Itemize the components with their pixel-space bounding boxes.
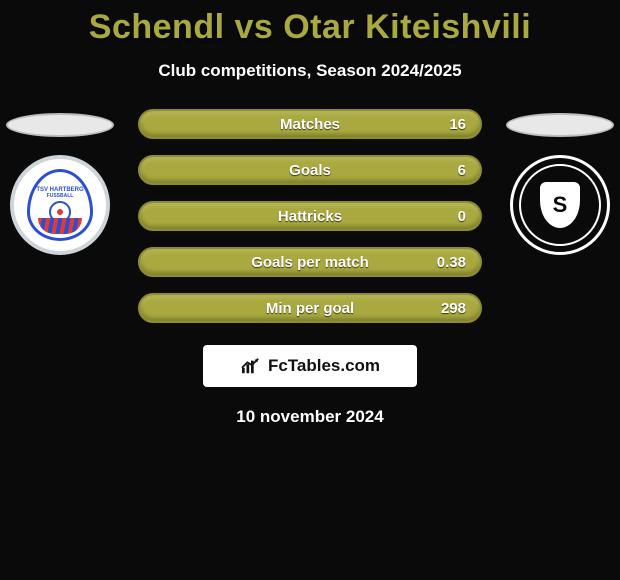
page-title: Schendl vs Otar Kiteishvili (0, 0, 620, 47)
stat-bar: Goals per match 0.38 (138, 247, 482, 277)
stat-bar: Min per goal 298 (138, 293, 482, 323)
stat-bar: Hattricks 0 (138, 201, 482, 231)
hartberg-shield-icon: TSV HARTBERG FUSSBALL (27, 169, 93, 241)
stat-bar: Matches 16 (138, 109, 482, 139)
page-subtitle: Club competitions, Season 2024/2025 (0, 61, 620, 81)
branding-box: FcTables.com (203, 345, 417, 387)
stat-value: 16 (449, 116, 466, 133)
left-player-column: TSV HARTBERG FUSSBALL (0, 109, 120, 255)
left-player-silhouette (6, 113, 114, 137)
stat-value: 0.38 (437, 254, 466, 271)
stat-value: 6 (458, 162, 466, 179)
brand-text: FcTables.com (268, 356, 380, 376)
left-club-badge: TSV HARTBERG FUSSBALL (10, 155, 110, 255)
chart-icon (240, 357, 262, 375)
right-player-column: S (500, 109, 620, 255)
badge-text-mid: FUSSBALL (47, 194, 74, 200)
stat-bar: Goals 6 (138, 155, 482, 185)
badge-stripes-icon (38, 218, 82, 234)
right-club-badge: S (510, 155, 610, 255)
right-player-silhouette (506, 113, 614, 137)
sturm-ring-icon (519, 164, 601, 246)
stat-label: Min per goal (266, 300, 354, 317)
stat-label: Matches (280, 116, 340, 133)
stat-label: Hattricks (278, 208, 342, 225)
date-text: 10 november 2024 (0, 407, 620, 427)
comparison-content: TSV HARTBERG FUSSBALL S Matches 16 Goals… (0, 109, 620, 427)
stats-bars: Matches 16 Goals 6 Hattricks 0 Goals per… (138, 109, 482, 323)
stat-value: 0 (458, 208, 466, 225)
stat-label: Goals per match (251, 254, 369, 271)
stat-label: Goals (289, 162, 331, 179)
stat-value: 298 (441, 300, 466, 317)
